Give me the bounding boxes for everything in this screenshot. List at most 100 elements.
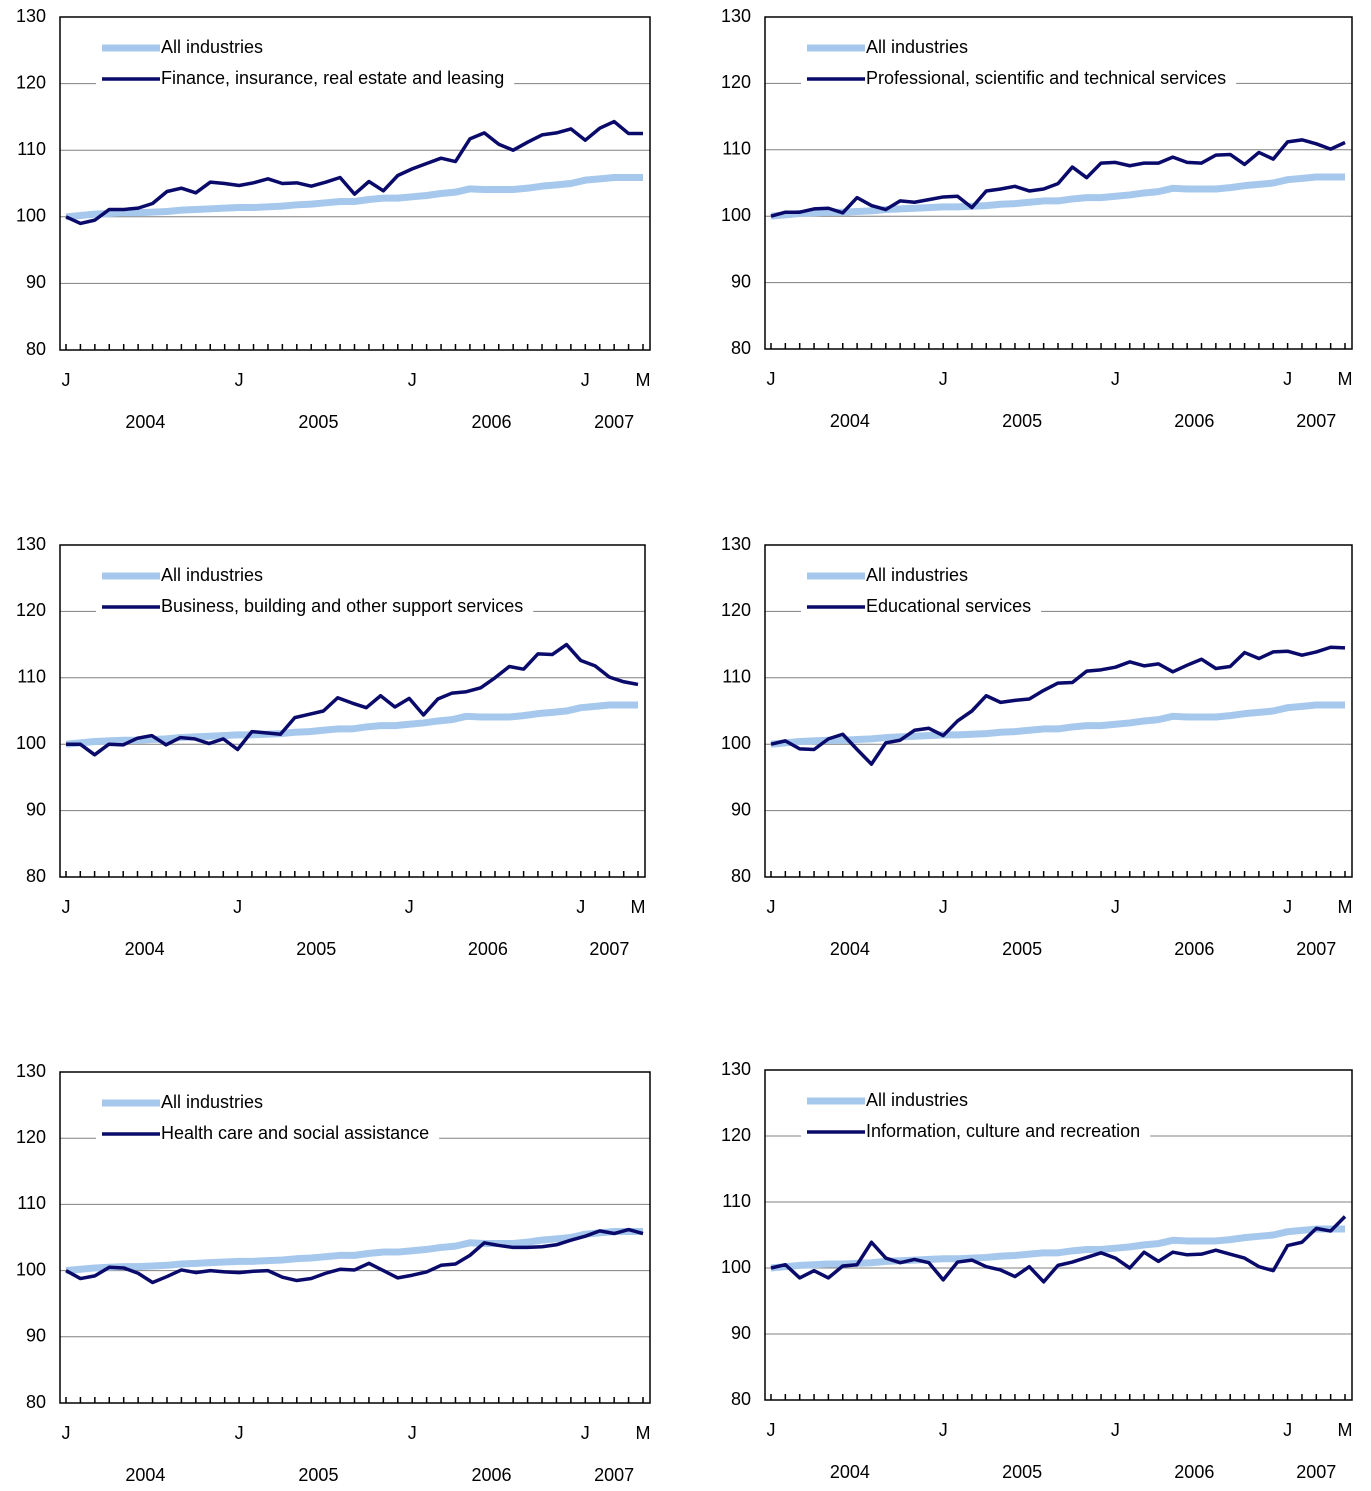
y-tick-label: 80 [26, 1392, 46, 1412]
y-tick-label: 130 [721, 534, 751, 554]
y-tick-label: 110 [17, 139, 46, 159]
year-label: 2007 [594, 1465, 634, 1485]
x-tick-label: J [235, 370, 244, 390]
legend-background [96, 34, 515, 90]
year-label: 2004 [125, 939, 165, 959]
year-label: 2007 [589, 939, 629, 959]
year-label: 2004 [830, 411, 870, 431]
x-tick-label: J [581, 370, 590, 390]
legend-label: All industries [161, 1092, 263, 1112]
y-tick-label: 80 [731, 866, 751, 886]
y-tick-label: 120 [16, 600, 46, 620]
x-tick-label: J [1111, 897, 1120, 917]
y-tick-label: 80 [731, 1389, 751, 1409]
series-line [770, 1215, 1347, 1284]
legend-label: All industries [866, 565, 968, 585]
y-tick-label: 110 [722, 667, 751, 687]
year-label: 2005 [1002, 939, 1042, 959]
legend: All industries Business, building and oth… [96, 562, 534, 618]
y-tick-label: 130 [16, 534, 46, 554]
legend: All industries Professional, scientific a… [801, 34, 1237, 90]
y-tick-label: 130 [16, 6, 46, 26]
y-tick-label: 80 [26, 866, 46, 886]
y-tick-label: 110 [722, 139, 751, 159]
series-line [65, 119, 643, 226]
plot-border [59, 544, 646, 878]
x-tick-label: M [1338, 1420, 1353, 1440]
plot-border [764, 544, 1353, 878]
year-label: 2007 [1296, 411, 1336, 431]
x-tick-label: J [576, 897, 585, 917]
y-tick-label: 110 [17, 1193, 46, 1213]
x-tick-label: J [1283, 1420, 1292, 1440]
x-tick-label: J [939, 369, 948, 389]
y-tick-label: 130 [721, 6, 751, 26]
y-tick-label: 100 [721, 733, 751, 753]
y-tick-label: 130 [721, 1059, 751, 1079]
year-label: 2005 [298, 1465, 338, 1485]
x-tick-label: J [62, 1423, 71, 1443]
x-tick-label: J [1283, 369, 1292, 389]
legend-label: All industries [161, 37, 263, 57]
x-tick-label: J [233, 897, 242, 917]
plot-border [59, 1071, 651, 1404]
y-tick-label: 100 [721, 205, 751, 225]
x-tick-label: J [1111, 1420, 1120, 1440]
x-tick-label: J [62, 370, 71, 390]
x-tick-label: M [1338, 369, 1353, 389]
y-tick-label: 90 [731, 271, 751, 291]
year-label: 2004 [830, 1462, 870, 1482]
x-tick-label: J [767, 1420, 776, 1440]
series-line [65, 1227, 644, 1285]
chart-panel: 80 90 100 110 120 130 J J J J M 2004 2005 2006 2007 All… [721, 534, 1353, 959]
series-line [65, 701, 638, 748]
y-tick-label: 100 [16, 1259, 46, 1279]
series-line [770, 701, 1345, 748]
x-tick-label: J [62, 897, 71, 917]
year-label: 2006 [1174, 411, 1214, 431]
series-line [770, 138, 1346, 218]
y-tick-label: 100 [721, 1257, 751, 1277]
series-line [770, 173, 1345, 220]
legend-label: All industries [161, 565, 263, 585]
x-tick-label: J [408, 370, 417, 390]
legend-background [96, 562, 534, 618]
y-tick-label: 120 [721, 1125, 751, 1145]
year-label: 2006 [1174, 1462, 1214, 1482]
legend: All industries Finance, insurance, real e… [96, 34, 515, 90]
x-tick-label: J [939, 1420, 948, 1440]
plot-border [59, 16, 651, 351]
x-tick-label: J [408, 1423, 417, 1443]
y-tick-label: 110 [17, 667, 46, 687]
x-tick-label: M [1338, 897, 1353, 917]
x-tick-label: J [767, 897, 776, 917]
year-label: 2006 [468, 939, 508, 959]
legend: All industries Information, culture and r… [801, 1087, 1151, 1143]
x-tick-label: J [581, 1423, 590, 1443]
chart-panel: 80 90 100 110 120 130 J J J J M 2004 2005 2006 2007 All… [16, 534, 646, 959]
chart-panel: 80 90 100 110 120 130 J J J J M 2004 2005 2006 2007 All… [16, 6, 651, 432]
year-label: 2007 [1296, 1462, 1336, 1482]
plot-border [764, 16, 1353, 350]
year-label: 2005 [1002, 1462, 1042, 1482]
x-tick-label: J [767, 369, 776, 389]
year-label: 2004 [125, 1465, 165, 1485]
year-label: 2007 [594, 412, 634, 432]
y-tick-label: 100 [16, 733, 46, 753]
y-tick-label: 120 [16, 72, 46, 92]
x-tick-label: M [636, 1423, 651, 1443]
y-tick-label: 110 [722, 1191, 751, 1211]
y-tick-label: 120 [721, 600, 751, 620]
legend-label: Professional, scientific and technical s… [866, 68, 1226, 88]
y-tick-label: 130 [16, 1061, 46, 1081]
year-label: 2004 [125, 412, 165, 432]
year-label: 2005 [1002, 411, 1042, 431]
legend: All industries Educational services [801, 562, 1042, 618]
y-tick-label: 90 [26, 272, 46, 292]
chart-panel: 80 90 100 110 120 130 J J J J M 2004 2005 2006 2007 All… [16, 1061, 651, 1485]
series-line [65, 1228, 643, 1275]
series-line [66, 642, 639, 757]
legend-background [801, 34, 1237, 90]
y-tick-label: 90 [26, 799, 46, 819]
